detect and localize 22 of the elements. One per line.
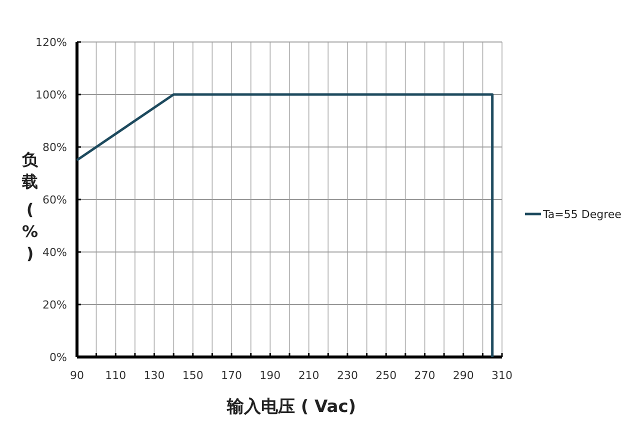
x-tick-label: 190 bbox=[260, 369, 281, 382]
y-axis-title: 负载 (%) bbox=[21, 150, 39, 263]
y-tick-label: 20% bbox=[42, 298, 67, 312]
y-tick-label: 120% bbox=[36, 36, 67, 49]
x-axis-title: 输入电压 ( Vac) bbox=[226, 397, 356, 417]
x-tick-label: 230 bbox=[336, 369, 358, 382]
y-tick-label: 40% bbox=[42, 246, 67, 259]
x-tick-label: 310 bbox=[492, 369, 512, 382]
x-tick-label: 130 bbox=[144, 369, 165, 382]
x-tick-label: 90 bbox=[70, 369, 84, 382]
x-tick-label: 210 bbox=[298, 369, 320, 382]
x-tick-label: 150 bbox=[182, 369, 204, 382]
x-tick-label: 270 bbox=[414, 369, 436, 382]
y-tick-label: 60% bbox=[42, 194, 67, 206]
x-tick-label: 110 bbox=[105, 369, 126, 382]
x-tick-label: 170 bbox=[221, 369, 242, 382]
x-tick-label: 250 bbox=[376, 369, 397, 382]
legend-label: Ta=55 Degree bbox=[542, 208, 622, 221]
x-tick-label: 290 bbox=[452, 369, 474, 382]
y-tick-label: 100% bbox=[36, 88, 67, 102]
y-tick-label: 0% bbox=[50, 351, 67, 364]
y-tick-label: 80% bbox=[42, 141, 67, 154]
